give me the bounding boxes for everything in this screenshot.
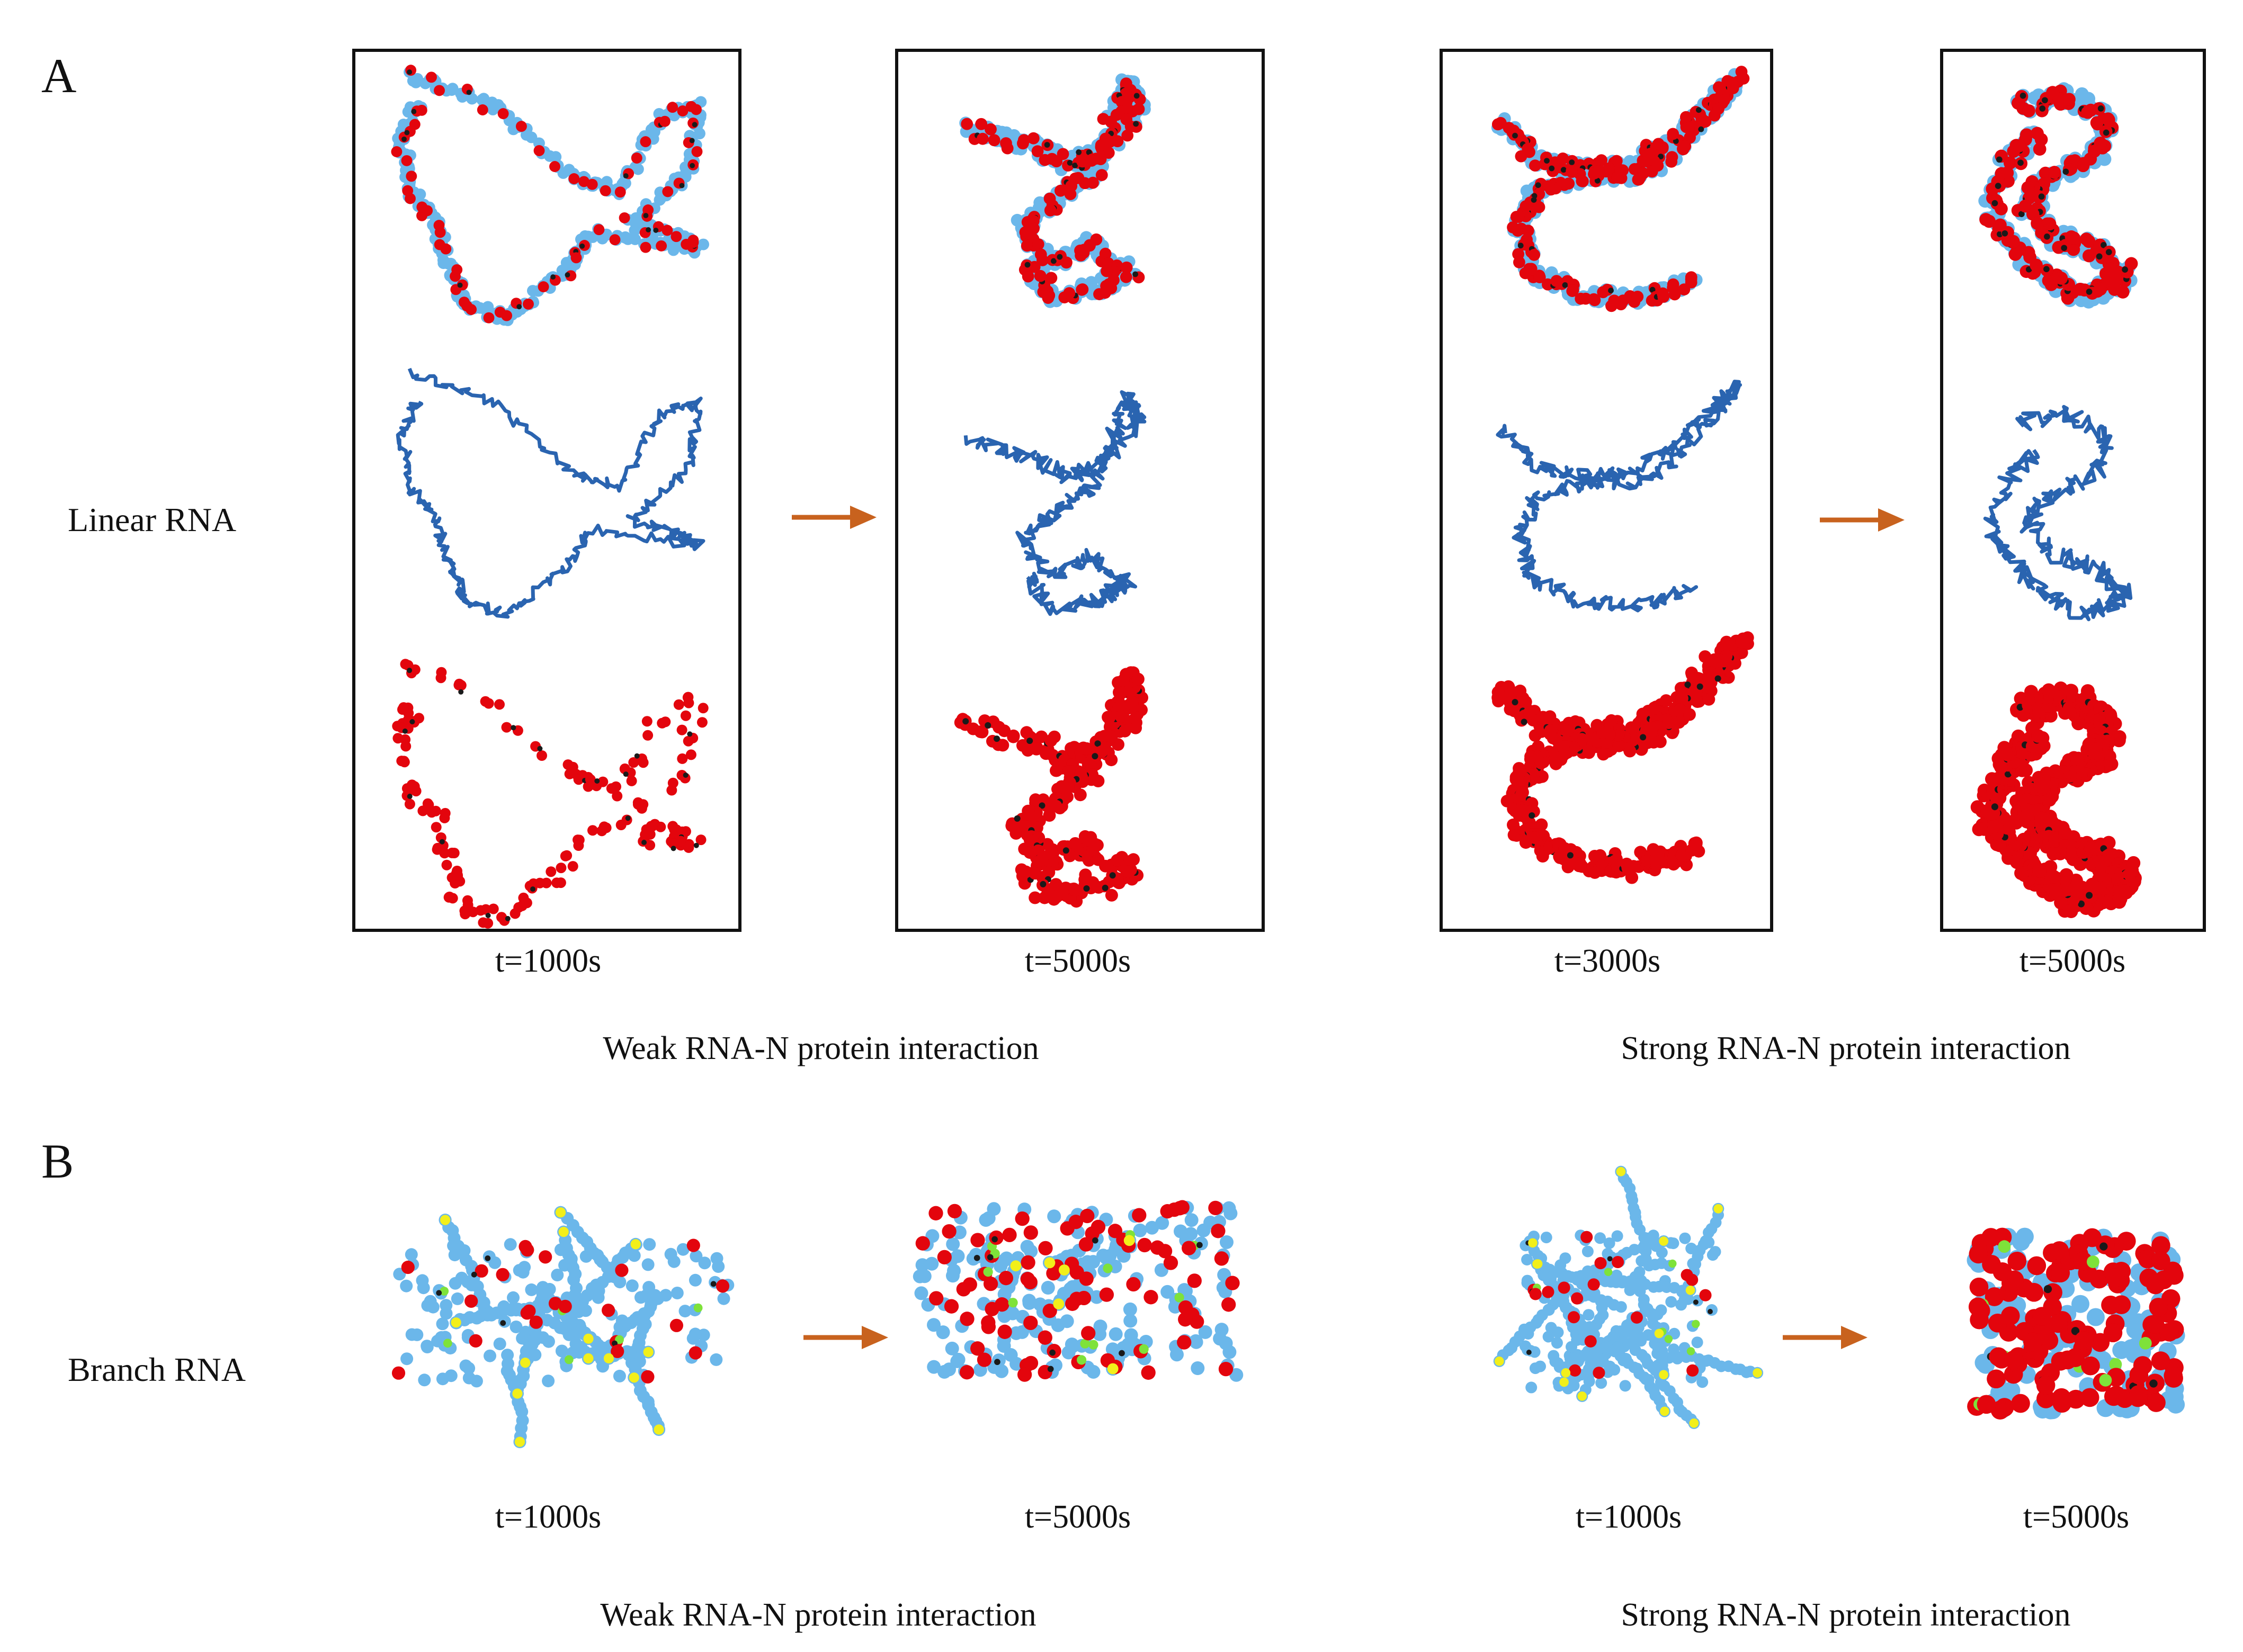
panel-b-time-3: t=1000s (1575, 1499, 1682, 1535)
branch-strong-5000 (1967, 1227, 2185, 1420)
branch-strong-1000 (1493, 1165, 1764, 1429)
panel-b-caption-weak: Weak RNA-N protein interaction (600, 1597, 1036, 1633)
panel-b-strong-arrow (1783, 1326, 1867, 1349)
panel-b-letter: B (41, 1134, 74, 1188)
panel-a-letter: A (41, 49, 77, 103)
linear-strong-5000-protein (1970, 681, 2142, 918)
linear-weak-1000-protein (392, 659, 709, 929)
linear-strong-3000-protein (1491, 631, 1754, 884)
linear-weak-5000-complex (959, 73, 1151, 308)
linear-strong-5000-chain (1983, 405, 2133, 622)
linear-strong-3000-complex (1491, 66, 1750, 312)
panel-b-time-1: t=1000s (495, 1499, 602, 1535)
linear-weak-1000-complex (391, 65, 709, 326)
panel-a-time-2: t=5000s (1024, 943, 1131, 979)
linear-strong-3000-chain (1496, 380, 1742, 613)
panel-a-weak-arrow (792, 506, 877, 529)
linear-strong-5000-complex (1978, 82, 2138, 309)
panel-b-time-4: t=5000s (2023, 1499, 2130, 1535)
panel-a-frame-weak-t1000 (352, 49, 741, 932)
panel-a-caption-strong: Strong RNA-N protein interaction (1621, 1030, 2071, 1066)
panel-b-time-2: t=5000s (1024, 1499, 1131, 1535)
linear-weak-1000-chain (396, 367, 705, 619)
panel-a-frame-strong-t3000 (1440, 49, 1773, 932)
branch-rna-row-label: Branch RNA (68, 1351, 246, 1388)
panel-a-time-1: t=1000s (495, 943, 602, 979)
panel-a-time-3: t=3000s (1554, 943, 1661, 979)
panel-b-weak-arrow (803, 1326, 888, 1349)
panel-a-frame-weak-t5000 (895, 49, 1265, 932)
panel-b-caption-strong: Strong RNA-N protein interaction (1621, 1597, 2071, 1633)
linear-weak-5000-chain (963, 390, 1147, 616)
panel-a-strong-arrow (1820, 508, 1905, 532)
linear-weak-5000-protein (954, 666, 1148, 908)
branch-weak-1000 (391, 1206, 735, 1449)
panel-a-caption-weak: Weak RNA-N protein interaction (603, 1030, 1039, 1066)
panel-a-frame-strong-t5000 (1940, 49, 2206, 932)
linear-rna-row-label: Linear RNA (68, 501, 237, 538)
panel-a-time-4: t=5000s (2019, 943, 2126, 979)
branch-weak-5000 (913, 1200, 1244, 1382)
